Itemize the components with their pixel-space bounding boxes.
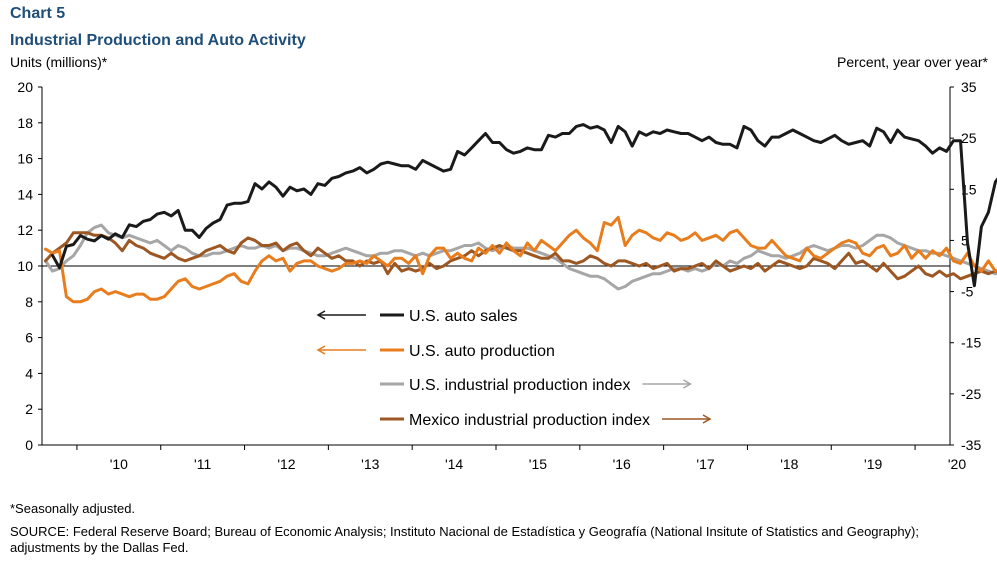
- right-tick-label: -5: [961, 284, 974, 300]
- left-tick-label: 14: [17, 186, 33, 202]
- series-line-u-s-auto-production: [44, 215, 997, 304]
- left-tick-label: 12: [17, 222, 33, 238]
- x-tick-label: '20: [948, 456, 966, 472]
- right-tick-label: -35: [961, 437, 981, 453]
- left-tick-label: 0: [25, 437, 33, 453]
- x-tick-label: '19: [864, 456, 882, 472]
- x-tick-label: '11: [194, 456, 211, 472]
- left-tick-label: 16: [17, 151, 33, 167]
- x-tick-label: '18: [780, 456, 798, 472]
- source-note: SOURCE: Federal Reserve Board; Bureau of…: [10, 524, 919, 555]
- x-tick-label: '12: [277, 456, 295, 472]
- line-chart: 02468101214161820-35-25-15-55152535'10'1…: [17, 79, 997, 472]
- right-tick-label: 5: [961, 232, 969, 248]
- right-tick-label: -25: [961, 386, 981, 402]
- legend-arrowhead-u-s-auto-production: [316, 345, 326, 355]
- left-tick-label: 4: [25, 365, 33, 381]
- legend-label-u-s-auto-sales: U.S. auto sales: [409, 308, 518, 325]
- footnote: *Seasonally adjusted.: [10, 501, 136, 516]
- x-tick-label: '15: [529, 456, 547, 472]
- legend-group: U.S. auto sales U.S. auto production U.S. …: [316, 308, 712, 429]
- series-line-mexico-industrial-production-index: [44, 231, 997, 281]
- left-tick-label: 2: [25, 401, 33, 417]
- right-tick-label: -15: [961, 335, 981, 351]
- x-tick-label: '14: [445, 456, 463, 472]
- legend-label-u-s-auto-production: U.S. auto production: [409, 343, 555, 360]
- series-line-u-s-industrial-production-index: [44, 223, 997, 291]
- left-tick-label: 20: [17, 79, 33, 95]
- x-tick-label: '13: [361, 456, 379, 472]
- x-tick-label: '16: [613, 456, 631, 472]
- series-line-u-s-auto-sales: [51, 123, 997, 288]
- x-tick-label: '10: [110, 456, 128, 472]
- legend-label-u-s-industrial-production-index: U.S. industrial production index: [409, 377, 630, 394]
- chart-label: Chart 5: [10, 5, 66, 22]
- series-group: [44, 123, 997, 304]
- legend-arrowhead-u-s-auto-sales: [316, 310, 326, 320]
- legend-arrowhead-mexico-industrial-production-index: [702, 414, 712, 424]
- left-axis-label: Units (millions)*: [10, 54, 108, 70]
- right-axis-label: Percent, year over year*: [837, 54, 988, 70]
- left-tick-label: 8: [25, 294, 33, 310]
- x-tick-label: '17: [696, 456, 714, 472]
- left-tick-label: 18: [17, 115, 33, 131]
- right-tick-label: 35: [961, 79, 977, 95]
- left-tick-label: 10: [17, 258, 33, 274]
- legend-label-mexico-industrial-production-index: Mexico industrial production index: [409, 412, 650, 429]
- left-tick-label: 6: [25, 330, 33, 346]
- chart-title: Industrial Production and Auto Activity: [10, 32, 306, 49]
- legend-arrowhead-u-s-industrial-production-index: [683, 379, 692, 389]
- right-tick-label: 25: [961, 130, 977, 146]
